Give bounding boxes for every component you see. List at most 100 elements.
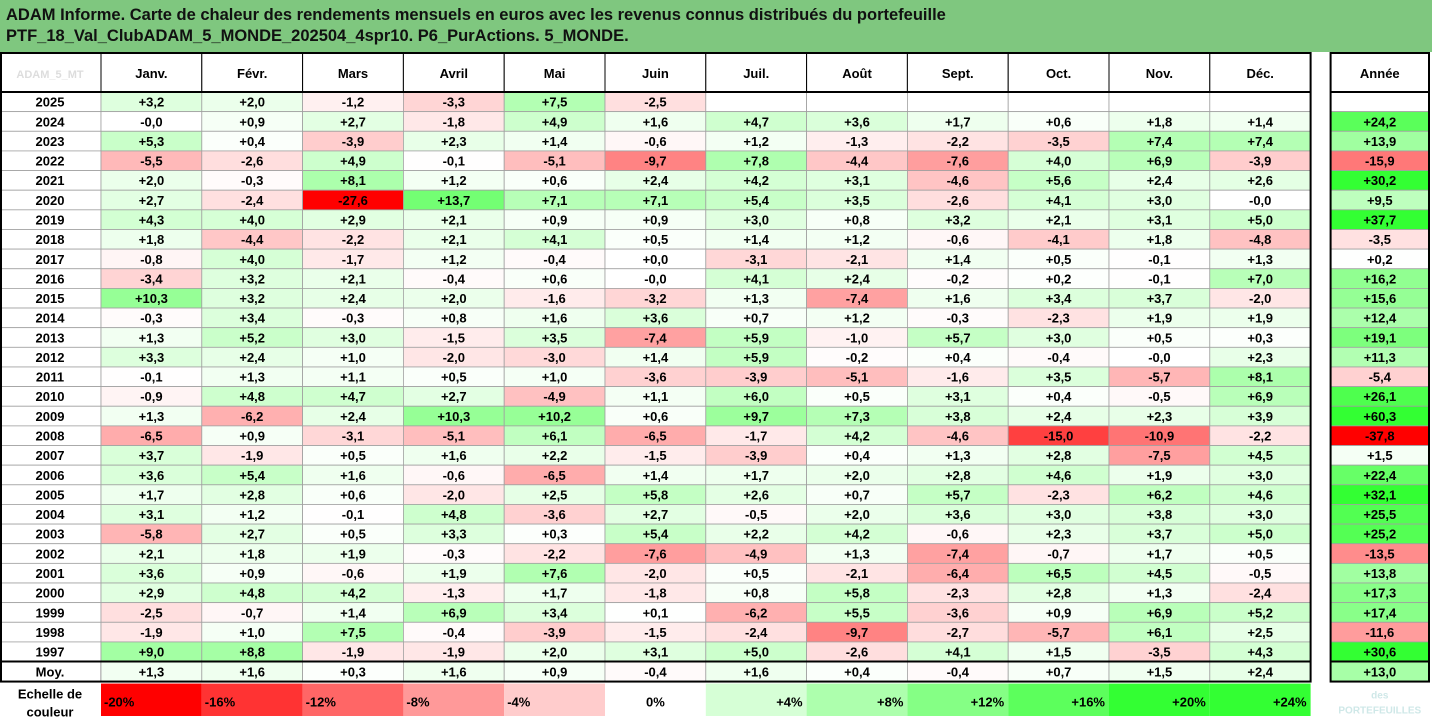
heatmap-value: +4,2 [844,429,870,444]
heatmap-value: +0,5 [1046,252,1072,267]
heatmap-value: +1,3 [139,330,165,345]
heatmap-value: +3,6 [945,507,971,522]
heatmap-value: +1,3 [1147,586,1173,601]
average-total-value: +13,0 [1363,665,1396,680]
month-header-7: Juil. [743,66,769,81]
heatmap-value: -1,9 [241,448,263,463]
heatmap-value: -4,6 [947,429,969,444]
heatmap-value: -2,1 [846,252,868,267]
year-total-value: +11,3 [1364,350,1396,365]
scale-step-label: -20% [104,695,135,710]
heatmap-value: +6,9 [1147,154,1173,169]
heatmap-value: +3,0 [1247,468,1273,483]
scale-swatch [806,683,908,716]
heatmap-value: -2,0 [443,487,465,502]
heatmap-value: -3,4 [140,271,163,286]
year-total-value: +15,6 [1363,291,1396,306]
row-year-label: 2013 [36,330,65,345]
heatmap-value: +10,3 [437,409,470,424]
month-header-4: Avril [440,66,468,81]
row-year-label: 2008 [36,429,65,444]
month-header-cell [604,52,707,93]
heatmap-value: -6,4 [947,566,970,581]
heatmap-value: -0,1 [342,507,364,522]
heatmap-value: -5,1 [443,429,465,444]
heatmap-value: +2,1 [139,546,165,561]
heatmap-value: -4,4 [241,232,264,247]
scale-step-label: 0% [646,695,665,710]
heatmap-value: -3,9 [342,134,364,149]
heatmap-value: -4,6 [947,173,969,188]
month-header-8: Août [842,66,872,81]
heatmap-value: -1,8 [644,586,666,601]
heatmap-value: -0,3 [342,311,364,326]
heatmap-value: +3,3 [441,527,467,542]
heatmap-value: +3,1 [139,507,165,522]
heatmap-value: +1,2 [844,311,870,326]
heatmap-value: +1,7 [542,586,568,601]
heatmap-value: -2,2 [543,546,565,561]
month-header-10: Oct. [1046,66,1071,81]
heatmap-value: +2,7 [643,507,669,522]
heatmap-value: +8,8 [239,645,265,660]
heatmap-value: +3,8 [945,409,971,424]
heatmap-value: +2,7 [441,389,467,404]
heatmap-value: +13,7 [437,193,470,208]
heatmap-value: +3,7 [139,448,165,463]
heatmap-value: +2,4 [1046,409,1072,424]
heatmap-value: -6,5 [644,429,666,444]
heatmap-value: -0,4 [443,625,466,640]
heatmap-value: +5,5 [844,605,870,620]
heatmap-value: +1,8 [1147,232,1173,247]
heatmap-value: +4,0 [1046,154,1072,169]
heatmap-value: +7,5 [542,95,568,110]
year-total-value: -15,9 [1365,154,1395,169]
heatmap-value: -2,4 [1249,586,1272,601]
heatmap-value: +5,7 [945,330,971,345]
heatmap-value: +2,8 [1046,586,1072,601]
heatmap-value: -0,5 [1249,566,1271,581]
year-total-value: +1,5 [1367,448,1393,463]
heatmap-value: +0,5 [1147,330,1173,345]
heatmap-value: -4,9 [745,546,767,561]
heatmap-value: +6,9 [1147,605,1173,620]
heatmap-value: -1,9 [342,645,364,660]
heatmap-value: -0,0 [140,114,162,129]
heatmap-value: -5,7 [1148,370,1170,385]
heatmap-value: +5,4 [743,193,769,208]
row-year-label: 2004 [36,507,66,522]
title-line-1: ADAM Informe. Carte de chaleur des rende… [6,6,946,24]
heatmap-value: +3,7 [1147,291,1173,306]
heatmap-value: +2,4 [844,271,870,286]
year-total-value: +19,1 [1363,330,1396,345]
heatmap-value: +2,4 [340,409,366,424]
heatmap-value: +4,8 [441,507,467,522]
heatmap-value: +0,3 [1247,330,1273,345]
row-year-label: 2009 [36,409,65,424]
heatmap-value: +4,1 [945,645,971,660]
year-total-value: +26,1 [1363,389,1396,404]
heatmap-value: +7,6 [542,566,568,581]
scale-swatch [605,683,706,716]
heatmap-value: -3,5 [1047,134,1069,149]
heatmap-value: -0,7 [241,605,263,620]
heatmap-value: +7,3 [844,409,870,424]
heatmap-value: -2,4 [241,193,264,208]
heatmap-value: +1,9 [340,546,366,561]
row-year-label: 2025 [36,95,65,110]
heatmap-value: +0,9 [643,212,669,227]
year-total-header: Année [1360,66,1400,81]
heatmap-value: +0,0 [643,252,669,267]
heatmap-value: -3,9 [1249,154,1271,169]
heatmap-value: -0,6 [947,527,969,542]
heatmap-value: +0,4 [239,134,265,149]
heatmap-value: +0,2 [1046,271,1072,286]
scale-step-label: +24% [1273,695,1307,710]
heatmap-value: +5,8 [643,487,669,502]
heatmap-value: -0,4 [543,252,566,267]
heatmap-value: -4,8 [1249,232,1271,247]
heatmap-value: +0,9 [239,429,265,444]
heatmap-value: +2,4 [340,291,366,306]
heatmap-value: +2,0 [139,173,165,188]
heatmap-value: -0,1 [140,370,162,385]
